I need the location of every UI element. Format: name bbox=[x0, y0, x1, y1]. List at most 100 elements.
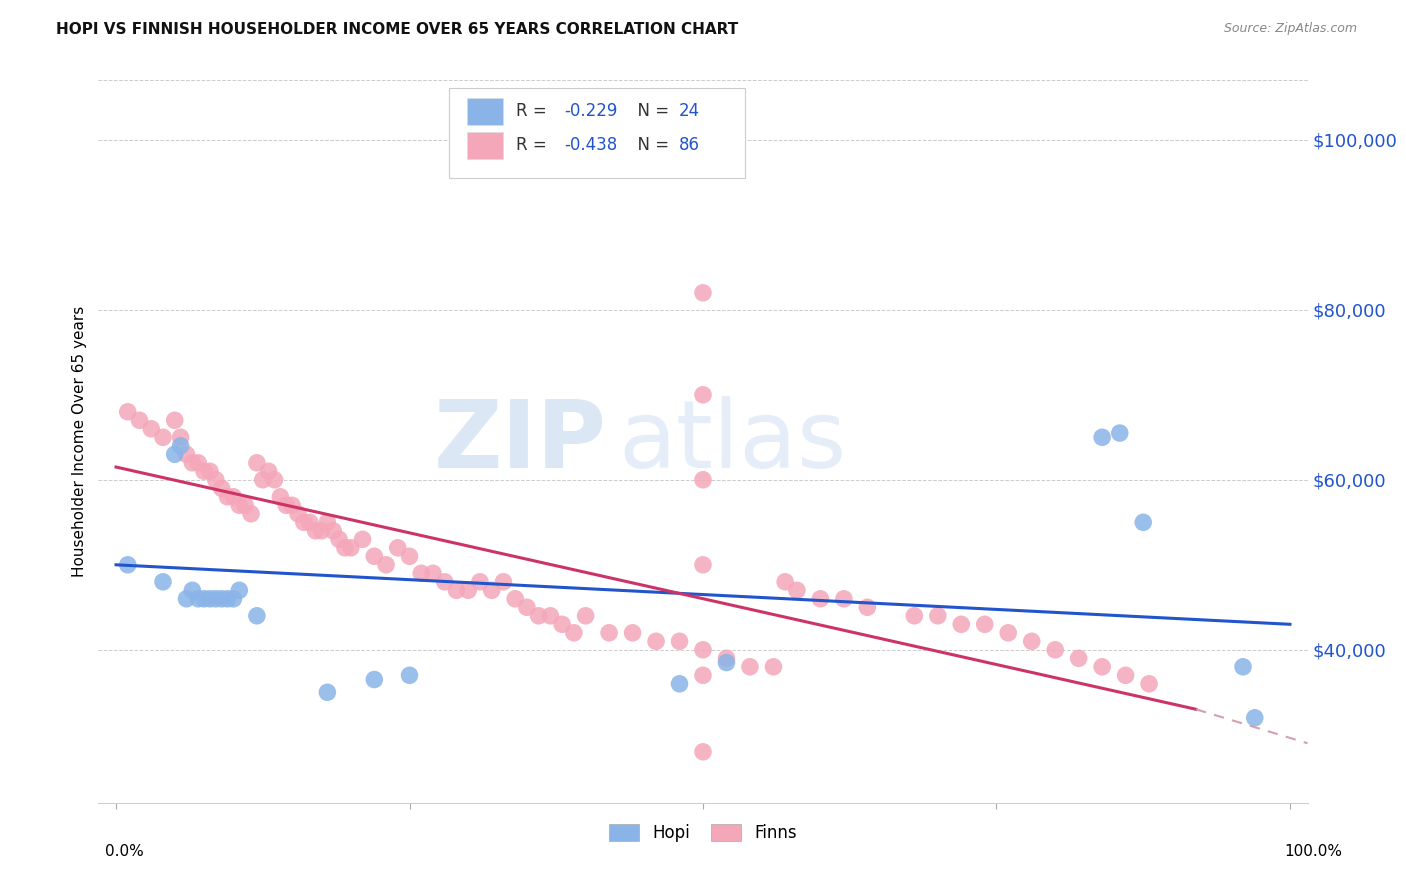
Point bbox=[117, 405, 139, 419]
Point bbox=[503, 591, 526, 606]
Point bbox=[211, 481, 233, 495]
Point bbox=[422, 566, 444, 581]
Point bbox=[762, 660, 785, 674]
Point bbox=[228, 498, 250, 512]
Legend: Hopi, Finns: Hopi, Finns bbox=[603, 817, 803, 848]
Point bbox=[692, 642, 714, 657]
Point bbox=[322, 524, 344, 538]
Point bbox=[692, 745, 714, 759]
Point bbox=[1091, 660, 1114, 674]
Point bbox=[856, 600, 879, 615]
Text: HOPI VS FINNISH HOUSEHOLDER INCOME OVER 65 YEARS CORRELATION CHART: HOPI VS FINNISH HOUSEHOLDER INCOME OVER … bbox=[56, 22, 738, 37]
Point bbox=[333, 541, 356, 555]
Point bbox=[181, 456, 204, 470]
Point bbox=[169, 430, 191, 444]
Point bbox=[176, 447, 198, 461]
Point bbox=[927, 608, 949, 623]
Point bbox=[398, 668, 420, 682]
Point bbox=[457, 583, 479, 598]
Text: atlas: atlas bbox=[619, 395, 846, 488]
Point bbox=[316, 516, 339, 530]
Point bbox=[692, 285, 714, 300]
Point bbox=[973, 617, 995, 632]
Point bbox=[832, 591, 855, 606]
Point bbox=[481, 583, 503, 598]
Point bbox=[328, 533, 350, 547]
Point bbox=[269, 490, 291, 504]
Point bbox=[117, 558, 139, 572]
Point bbox=[1132, 516, 1154, 530]
Point bbox=[738, 660, 761, 674]
Point bbox=[446, 583, 468, 598]
Point bbox=[903, 608, 925, 623]
Point bbox=[257, 464, 280, 478]
Text: 100.0%: 100.0% bbox=[1285, 845, 1343, 859]
Point bbox=[276, 498, 298, 512]
Point bbox=[786, 583, 808, 598]
Point bbox=[398, 549, 420, 564]
Point bbox=[538, 608, 561, 623]
Point bbox=[692, 668, 714, 682]
Point bbox=[252, 473, 274, 487]
Point bbox=[621, 625, 644, 640]
Point bbox=[187, 591, 209, 606]
Point bbox=[176, 591, 198, 606]
Text: R =: R = bbox=[516, 136, 551, 154]
Point bbox=[193, 464, 215, 478]
Point bbox=[263, 473, 285, 487]
Point bbox=[211, 591, 233, 606]
Point bbox=[387, 541, 409, 555]
Text: -0.229: -0.229 bbox=[564, 103, 617, 120]
Point bbox=[551, 617, 574, 632]
Point bbox=[668, 677, 690, 691]
Point bbox=[352, 533, 374, 547]
Point bbox=[716, 656, 738, 670]
Point bbox=[240, 507, 263, 521]
Point bbox=[562, 625, 585, 640]
Point bbox=[316, 685, 339, 699]
Text: 86: 86 bbox=[679, 136, 700, 154]
Point bbox=[1115, 668, 1137, 682]
Text: ZIP: ZIP bbox=[433, 395, 606, 488]
Point bbox=[692, 388, 714, 402]
Point bbox=[193, 591, 215, 606]
Point bbox=[233, 498, 256, 512]
Point bbox=[1243, 711, 1265, 725]
Point bbox=[204, 473, 226, 487]
FancyBboxPatch shape bbox=[467, 132, 503, 159]
Point bbox=[1067, 651, 1090, 665]
Point bbox=[304, 524, 326, 538]
Point bbox=[1137, 677, 1160, 691]
Point bbox=[692, 473, 714, 487]
Point bbox=[363, 673, 385, 687]
Point bbox=[575, 608, 598, 623]
Point bbox=[692, 558, 714, 572]
Point bbox=[1043, 642, 1066, 657]
Point bbox=[1232, 660, 1254, 674]
Point bbox=[492, 574, 515, 589]
Point bbox=[363, 549, 385, 564]
Point bbox=[808, 591, 831, 606]
Point bbox=[1108, 425, 1130, 440]
Text: -0.438: -0.438 bbox=[564, 136, 617, 154]
Point bbox=[204, 591, 226, 606]
Point bbox=[187, 456, 209, 470]
Point bbox=[773, 574, 796, 589]
Point bbox=[287, 507, 309, 521]
Point bbox=[198, 591, 221, 606]
Point bbox=[468, 574, 491, 589]
Point bbox=[128, 413, 150, 427]
Text: 0.0%: 0.0% bbox=[105, 845, 145, 859]
Point bbox=[340, 541, 363, 555]
Point bbox=[311, 524, 333, 538]
Point bbox=[716, 651, 738, 665]
Y-axis label: Householder Income Over 65 years: Householder Income Over 65 years bbox=[72, 306, 87, 577]
Point bbox=[527, 608, 550, 623]
Point bbox=[163, 413, 186, 427]
Point bbox=[141, 422, 163, 436]
Point bbox=[217, 591, 239, 606]
Point bbox=[1091, 430, 1114, 444]
Point bbox=[222, 490, 245, 504]
Point bbox=[198, 464, 221, 478]
Point bbox=[152, 574, 174, 589]
